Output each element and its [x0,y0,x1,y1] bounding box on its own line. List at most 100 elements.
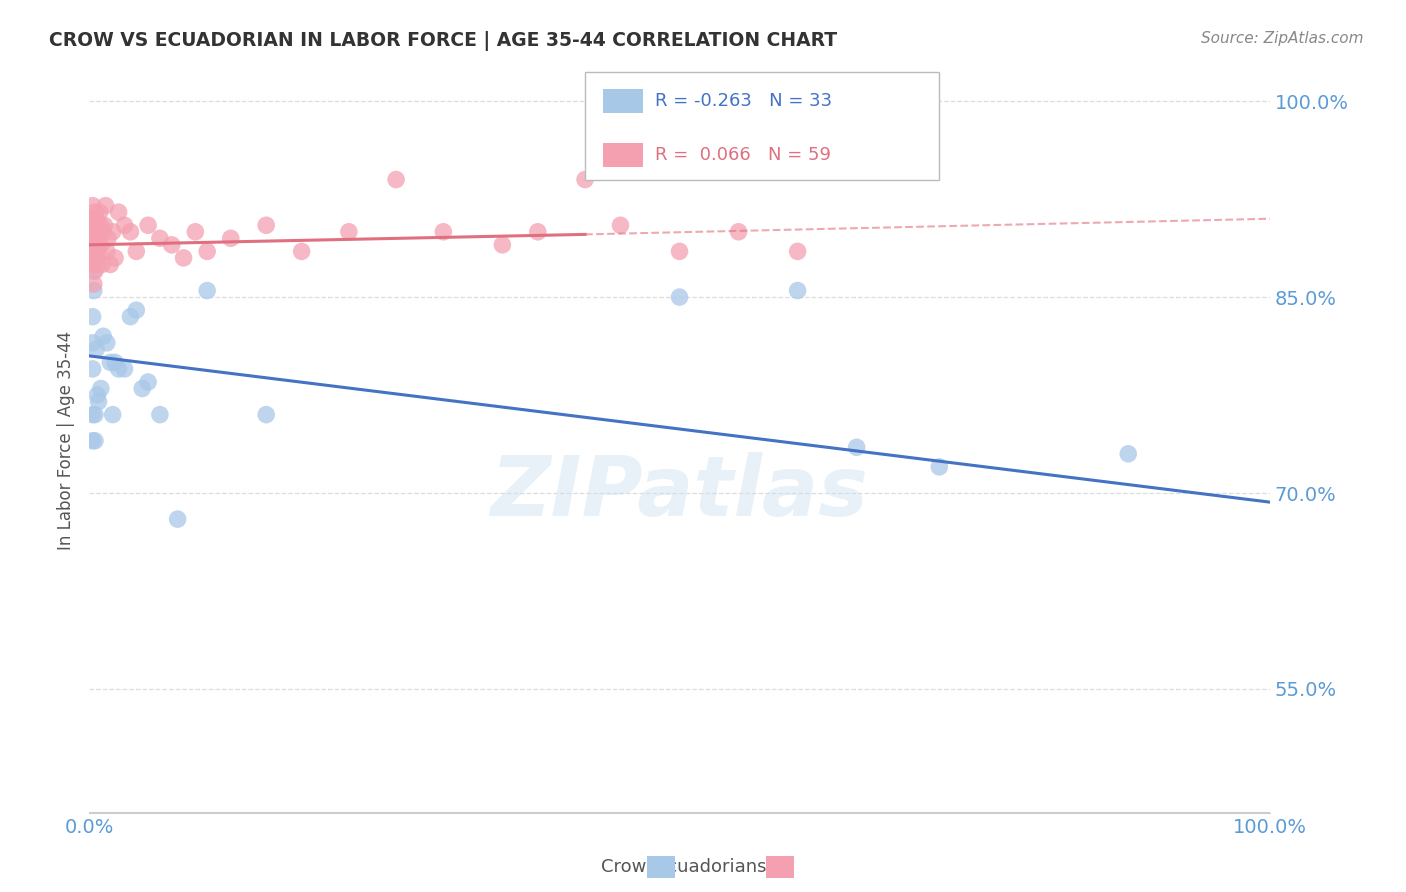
FancyBboxPatch shape [603,143,643,167]
Point [89,205,111,219]
Point [291,244,314,259]
Point [84,434,107,448]
FancyBboxPatch shape [603,89,643,113]
Text: Crow: Crow [602,858,647,876]
Point [107,205,129,219]
Point [83,257,105,271]
Point [101,225,124,239]
Point [97,231,120,245]
Point [98,355,121,369]
Point [845,440,868,454]
Point [254,219,277,233]
Point [491,237,513,252]
Point [82,362,104,376]
Point [166,512,188,526]
Point [80,211,103,226]
Point [1116,447,1139,461]
Point [173,251,195,265]
Point [83,284,105,298]
Point [786,284,808,298]
Point [125,244,148,259]
Point [254,408,277,422]
Point [337,225,360,239]
Point [219,231,242,245]
Point [93,219,115,233]
Point [101,408,124,422]
Point [114,362,136,376]
Point [83,237,105,252]
Point [89,225,111,239]
Point [432,225,454,239]
Y-axis label: In Labor Force | Age 35-44: In Labor Force | Age 35-44 [58,331,75,550]
Point [82,310,104,324]
Point [87,225,110,239]
Point [107,362,129,376]
Point [609,219,631,233]
Point [82,434,104,448]
Point [84,408,107,422]
Point [98,257,121,271]
Point [80,237,103,252]
Text: Source: ZipAtlas.com: Source: ZipAtlas.com [1201,31,1364,46]
Point [668,244,690,259]
Point [86,219,108,233]
Point [668,290,690,304]
Point [928,459,950,474]
Point [90,219,112,233]
Point [82,335,104,350]
Text: ZIPatlas: ZIPatlas [491,452,869,533]
Point [87,244,110,259]
Text: R = -0.263   N = 33: R = -0.263 N = 33 [655,92,832,111]
Text: CROW VS ECUADORIAN IN LABOR FORCE | AGE 35-44 CORRELATION CHART: CROW VS ECUADORIAN IN LABOR FORCE | AGE … [49,31,838,51]
Point [385,172,408,186]
Point [114,219,136,233]
Point [83,277,105,291]
Point [96,335,118,350]
Point [87,394,110,409]
Point [574,172,596,186]
Point [84,205,107,219]
Point [149,408,172,422]
Point [104,251,127,265]
Point [195,284,218,298]
Point [90,237,112,252]
Point [79,225,101,239]
Text: R =  0.066   N = 59: R = 0.066 N = 59 [655,146,831,164]
Point [184,225,207,239]
Point [96,244,118,259]
Point [84,343,107,357]
Point [120,310,142,324]
Point [83,264,105,278]
Point [84,244,107,259]
Point [84,251,107,265]
Point [136,219,159,233]
Point [84,225,107,239]
Point [160,237,183,252]
Point [91,225,114,239]
Point [82,408,104,422]
Point [131,382,153,396]
Point [195,244,218,259]
Point [91,329,114,343]
Point [82,199,104,213]
Point [104,355,127,369]
Point [786,244,808,259]
Point [149,231,172,245]
Point [79,251,101,265]
Point [727,225,749,239]
Point [120,225,142,239]
Point [82,225,104,239]
Point [84,231,107,245]
Point [136,375,159,389]
Point [125,303,148,318]
Point [90,382,112,396]
FancyBboxPatch shape [585,72,939,180]
Point [94,199,117,213]
Point [82,251,104,265]
Point [84,211,107,226]
Point [527,225,550,239]
Text: Ecuadorians: Ecuadorians [655,858,766,876]
Point [91,257,114,271]
Point [84,264,107,278]
Point [83,219,105,233]
